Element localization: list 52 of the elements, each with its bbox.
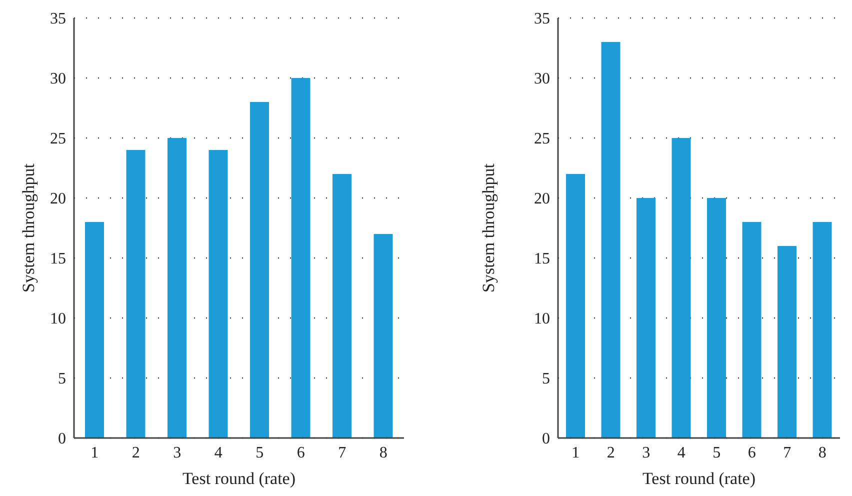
y-axis-title: System throughput	[479, 163, 498, 292]
x-tick-label: 5	[256, 444, 264, 462]
bar	[672, 138, 691, 438]
x-axis-title: Test round (rate)	[642, 469, 756, 488]
y-tick-label: 20	[50, 190, 66, 208]
x-tick-label: 7	[783, 444, 792, 462]
bar	[126, 150, 146, 438]
y-tick-label: 25	[50, 130, 66, 148]
bar	[636, 198, 656, 438]
y-tick-label: 5	[58, 370, 66, 388]
y-tick-label: 30	[534, 70, 550, 88]
y-axis-title: System throughput	[19, 163, 38, 292]
y-tick-label: 15	[50, 250, 66, 268]
bar	[601, 42, 620, 438]
bar	[812, 222, 832, 438]
x-tick-label: 5	[712, 444, 721, 462]
bar	[566, 174, 585, 438]
bar	[778, 246, 796, 438]
y-tick-label: 15	[534, 250, 550, 268]
x-tick-label: 6	[296, 444, 305, 462]
y-tick-label: 10	[50, 310, 66, 328]
bar	[250, 102, 269, 438]
y-tick-label: 30	[50, 70, 66, 88]
x-tick-label: 2	[606, 444, 615, 462]
x-tick-label: 4	[677, 444, 686, 462]
y-tick-label: 10	[534, 310, 550, 328]
y-tick-label: 20	[534, 190, 550, 208]
bar	[208, 150, 228, 438]
x-tick-label: 4	[214, 444, 222, 462]
bar	[742, 222, 762, 438]
x-tick-label: 1	[90, 444, 99, 462]
y-tick-label: 0	[58, 430, 66, 448]
x-tick-label: 8	[818, 444, 826, 462]
x-tick-label: 3	[173, 444, 182, 462]
bar	[374, 234, 393, 438]
y-tick-label: 25	[534, 130, 550, 148]
bar	[707, 198, 726, 438]
bar	[291, 78, 310, 438]
x-tick-label: 8	[379, 444, 388, 462]
x-axis-title: Test round (rate)	[182, 469, 296, 488]
bar	[168, 138, 186, 438]
x-tick-label: 2	[132, 444, 140, 462]
x-tick-label: 1	[572, 444, 580, 462]
x-tick-label: 6	[748, 444, 756, 462]
x-tick-label: 3	[642, 444, 650, 462]
y-tick-label: 35	[50, 10, 66, 28]
y-tick-label: 35	[534, 10, 550, 28]
y-tick-label: 0	[542, 430, 550, 448]
bar	[85, 222, 104, 438]
bar	[332, 174, 352, 438]
x-tick-label: 7	[338, 444, 346, 462]
y-tick-label: 5	[542, 370, 550, 388]
